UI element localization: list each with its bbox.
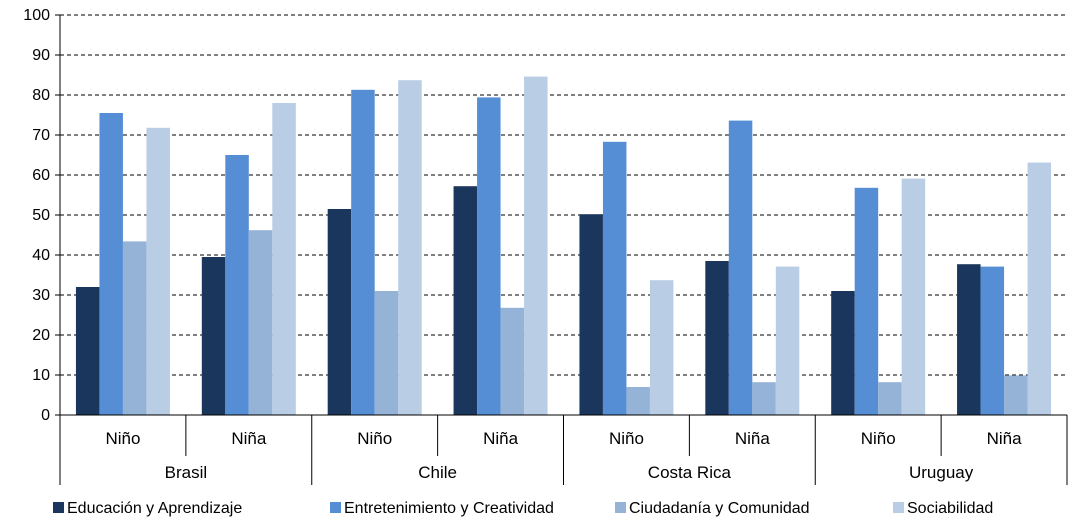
y-tick-label: 80	[32, 87, 50, 104]
category-label: Niña	[231, 429, 267, 448]
category-label: Niño	[861, 429, 896, 448]
bar	[99, 113, 123, 415]
bar	[626, 387, 650, 415]
group-label: Costa Rica	[648, 463, 732, 482]
legend-swatch	[893, 502, 904, 513]
legend-swatch	[330, 502, 341, 513]
legend-label: Sociabilidad	[907, 500, 993, 517]
group-label: Brasil	[165, 463, 208, 482]
bar	[1027, 162, 1052, 415]
bar	[728, 120, 753, 415]
axes: 0 10 20 30 40 50 60 70 80 90 100 Niño Niña Niño Niña Ni…	[23, 7, 1068, 485]
bar	[272, 103, 296, 415]
bars	[75, 76, 1052, 416]
legend-label: Educación y Aprendizaje	[67, 500, 242, 517]
bar	[201, 257, 226, 415]
legend-swatch	[53, 502, 64, 513]
category-label: Niña	[483, 429, 519, 448]
bar	[752, 382, 776, 415]
bar	[579, 214, 603, 415]
y-tick-label: 30	[32, 287, 50, 304]
bar	[602, 141, 627, 416]
bar	[453, 186, 478, 415]
y-tick-label: 100	[23, 7, 50, 24]
bar	[327, 209, 352, 415]
bar	[374, 291, 399, 415]
y-tick-label: 10	[32, 367, 50, 384]
bar	[831, 291, 855, 415]
legend-label: Entretenimiento y Creatividad	[344, 500, 554, 517]
legend-swatch	[615, 502, 626, 513]
y-tick-label: 70	[32, 127, 50, 144]
bar	[980, 266, 1005, 415]
legend: Educación y Aprendizaje Entretenimiento y…	[53, 500, 993, 517]
bar	[775, 266, 800, 415]
y-tick-label: 90	[32, 47, 50, 64]
legend-label: Ciudadanía y Comunidad	[629, 500, 810, 517]
bar	[901, 178, 926, 415]
category-label: Niña	[987, 429, 1023, 448]
bar	[398, 80, 422, 415]
group-label: Chile	[418, 463, 457, 482]
y-tick-label: 50	[32, 207, 50, 224]
bar	[146, 127, 170, 416]
bar	[351, 89, 375, 416]
group-label: Uruguay	[909, 463, 974, 482]
bar	[477, 97, 501, 416]
category-label: Niño	[105, 429, 140, 448]
bar	[878, 382, 902, 415]
bar	[705, 261, 729, 415]
y-tick-label: 60	[32, 167, 50, 184]
bar	[524, 76, 548, 415]
y-tick-label: 20	[32, 327, 50, 344]
bar	[500, 307, 525, 415]
y-tick-label: 40	[32, 247, 50, 264]
category-label: Niño	[357, 429, 392, 448]
category-label: Niña	[735, 429, 771, 448]
bar	[854, 187, 879, 415]
category-label: Niño	[609, 429, 644, 448]
bar	[225, 155, 249, 415]
bar	[248, 230, 273, 415]
bar	[957, 264, 981, 415]
bar	[649, 280, 674, 415]
bar	[75, 287, 100, 415]
bar	[1004, 375, 1028, 415]
y-tick-label: 0	[41, 407, 50, 424]
bar	[122, 241, 147, 415]
